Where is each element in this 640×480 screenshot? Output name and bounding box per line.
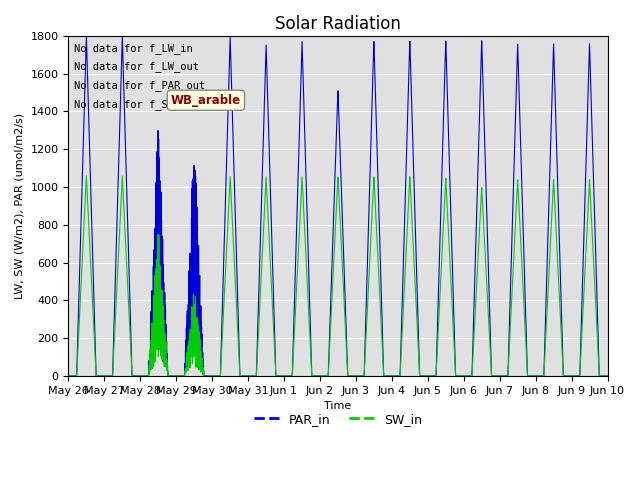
SW_in	[318, 373, 326, 379]
Text: WB_arable: WB_arable	[171, 94, 241, 107]
X-axis label: Time: Time	[324, 401, 351, 411]
PAR_in	[65, 373, 72, 379]
Text: No data for f_LW_in: No data for f_LW_in	[74, 43, 193, 54]
PAR_in	[161, 338, 169, 344]
Line: PAR_in: PAR_in	[68, 36, 607, 376]
Title: Solar Radiation: Solar Radiation	[275, 15, 401, 33]
SW_in	[459, 373, 467, 379]
PAR_in	[459, 373, 467, 379]
Text: No data for f_PAR_out: No data for f_PAR_out	[74, 80, 205, 91]
Text: No data for f_LW_out: No data for f_LW_out	[74, 61, 199, 72]
SW_in	[65, 373, 72, 379]
PAR_in	[603, 373, 611, 379]
SW_in	[83, 173, 90, 179]
SW_in	[429, 373, 436, 379]
Y-axis label: LW, SW (W/m2), PAR (umol/m2/s): LW, SW (W/m2), PAR (umol/m2/s)	[15, 113, 25, 299]
Line: SW_in: SW_in	[68, 176, 607, 376]
PAR_in	[83, 33, 90, 39]
Text: No data for f_SW_out: No data for f_SW_out	[74, 99, 199, 110]
Legend: PAR_in, SW_in: PAR_in, SW_in	[249, 408, 427, 431]
SW_in	[161, 362, 169, 368]
PAR_in	[604, 373, 611, 379]
SW_in	[490, 373, 497, 379]
SW_in	[603, 373, 611, 379]
PAR_in	[318, 373, 326, 379]
PAR_in	[429, 373, 436, 379]
SW_in	[604, 373, 611, 379]
PAR_in	[490, 373, 497, 379]
